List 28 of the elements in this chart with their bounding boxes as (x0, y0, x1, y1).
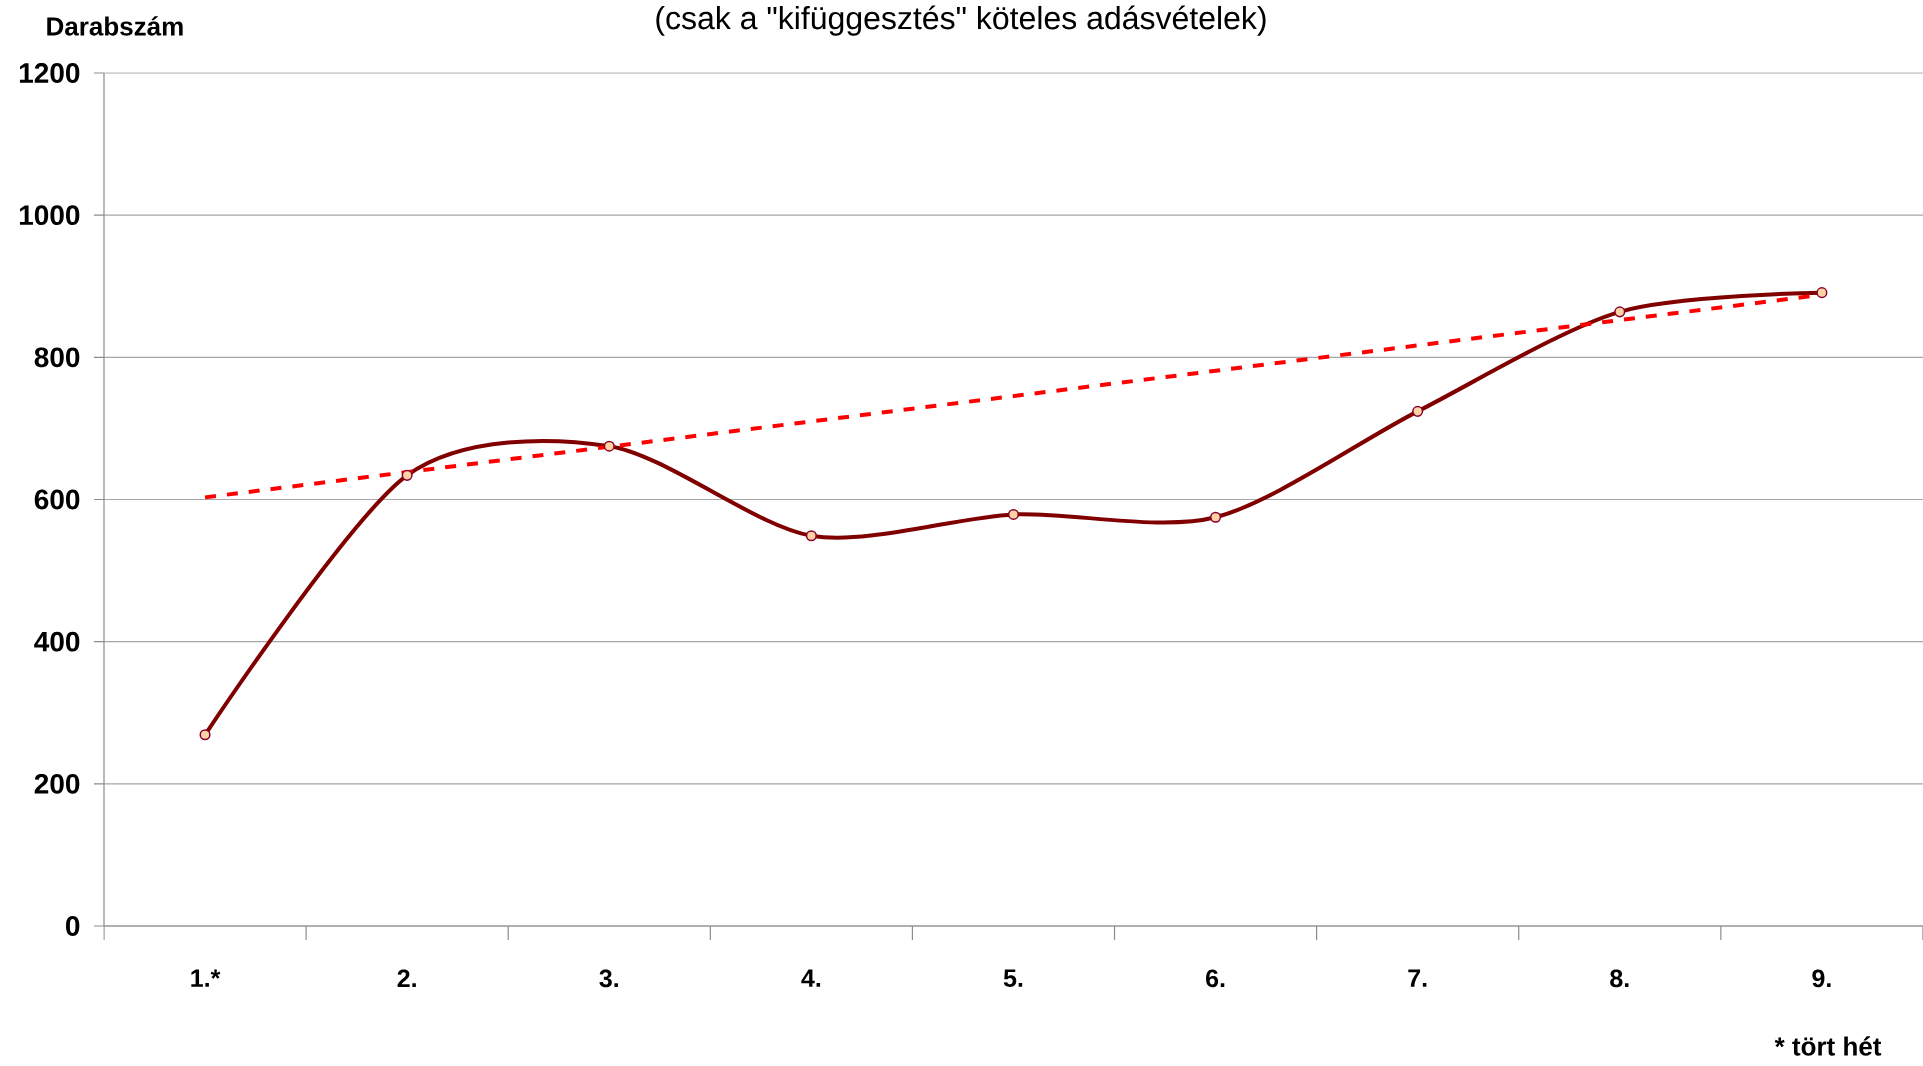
point (1614, 306, 1626, 318)
point (1816, 287, 1828, 299)
x-tick-label: 6. (1206, 969, 1225, 988)
point (1007, 508, 1020, 520)
x-tick-label: 7. (1408, 969, 1427, 987)
x-tick-label: 8. (1610, 969, 1629, 988)
y-tick-label: 800 (34, 347, 80, 368)
point (603, 440, 615, 452)
x-tick-label: 9. (1812, 969, 1831, 988)
chart-subtitle: (csak a "kifüggesztés" köteles adásvételek) (656, 5, 1266, 36)
x-tick-label: 4. (801, 969, 821, 987)
y-tick-label: 1000 (19, 205, 80, 226)
point (1210, 511, 1222, 523)
y-tick-label: 1200 (19, 63, 80, 83)
point (1412, 405, 1424, 417)
point (805, 530, 817, 542)
x-tick-label: 1.* (191, 969, 221, 987)
point (199, 729, 211, 741)
y-tick-label: 0 (66, 916, 80, 936)
x-tick-label: 2. (397, 969, 416, 987)
y-tick-label: 600 (34, 489, 80, 510)
text: * tört hét (1774, 1036, 1882, 1056)
y-axis-title: Darabszám (47, 16, 183, 36)
point (401, 469, 413, 481)
y-tick-label: 200 (34, 773, 80, 794)
y-tick-label: 400 (34, 631, 80, 652)
x-tick-label: 3. (599, 969, 618, 988)
x-tick-label: 5. (1003, 969, 1023, 987)
